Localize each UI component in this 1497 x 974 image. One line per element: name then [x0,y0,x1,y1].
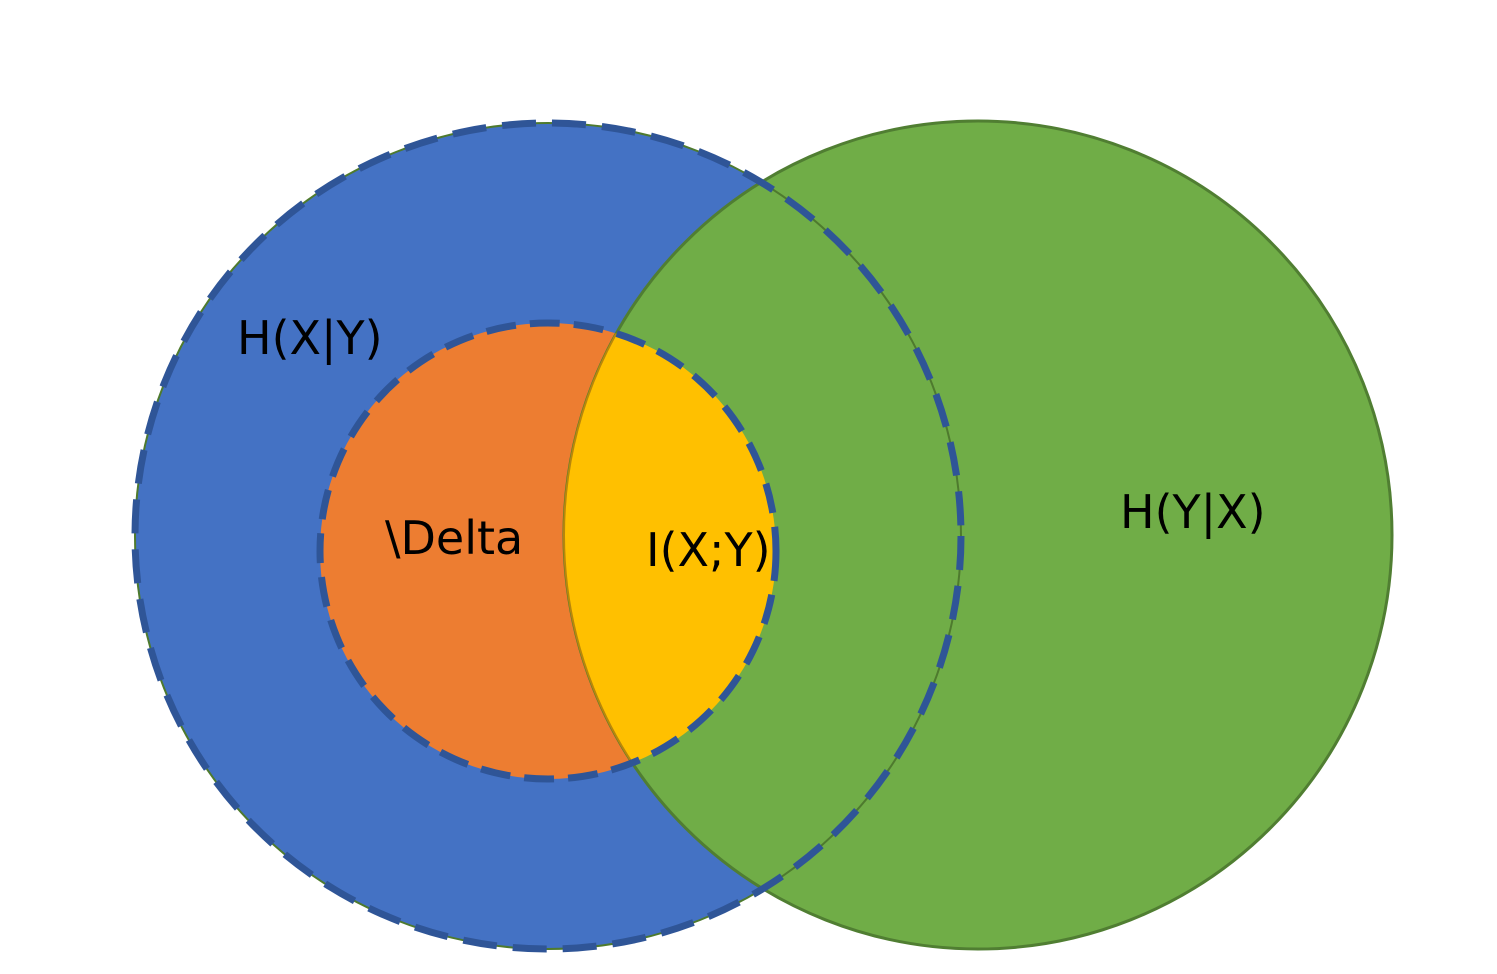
label-h-x-given-y: H(X|Y) [237,311,383,366]
circle-delta-dashed-border [316,319,780,783]
label-delta: \Delta [385,511,523,565]
circle-x-dashed-border [131,119,965,953]
label-mutual-information: I(X;Y) [646,523,771,577]
label-h-y-given-x: H(Y|X) [1120,485,1266,540]
